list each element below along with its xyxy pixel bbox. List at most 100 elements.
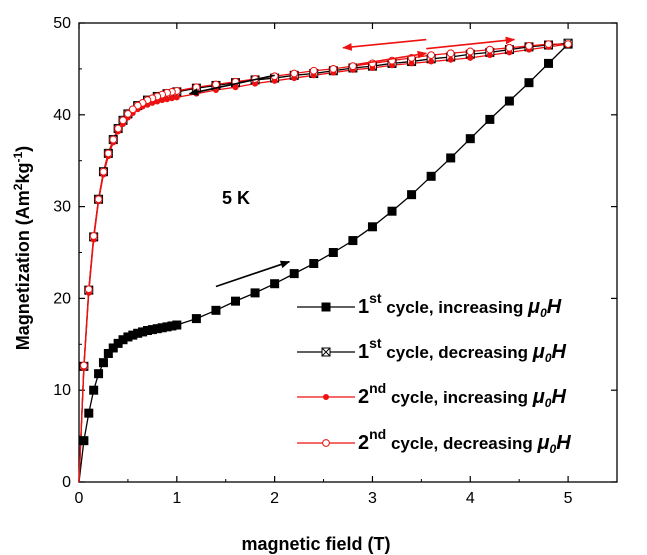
legend-marker-2 (321, 347, 331, 357)
series-1-point-11 (128, 330, 138, 340)
series-1-point-31 (387, 206, 397, 216)
x-tick-label-4: 4 (466, 490, 475, 507)
series-4-point-38 (84, 285, 93, 294)
series-1-point-16 (152, 324, 162, 334)
series-4-point-30 (124, 109, 132, 118)
legend-label-4: 2nd cycle, decreasing μ0H (358, 426, 571, 456)
series-1-point-33 (426, 171, 436, 181)
series-4-point-33 (109, 135, 118, 144)
series-1-point-17 (157, 323, 167, 333)
series-1-point-2 (84, 408, 94, 418)
series-1-point-14 (142, 326, 152, 336)
series-3-point-18 (164, 96, 171, 103)
series-1-point-15 (147, 325, 157, 335)
series-4-points (79, 40, 572, 370)
series-4-point-39 (79, 361, 88, 370)
legend-entry-1: 1st cycle, increasing μ0H (297, 290, 562, 320)
series-4-point-12 (329, 65, 338, 73)
series-4-point-13 (309, 66, 318, 75)
arrow-3 (342, 38, 427, 51)
series-4-point-31 (119, 116, 127, 125)
direction-arrows (188, 36, 516, 288)
series-1-point-6 (103, 348, 113, 358)
series-1-point-34 (446, 153, 456, 163)
series-2-points (79, 38, 573, 371)
arrow-1 (215, 260, 291, 288)
series-1-point-12 (133, 328, 143, 338)
series-4-point-14 (290, 69, 299, 78)
series-4-point-1 (544, 40, 553, 49)
series-4-point-0 (564, 40, 572, 49)
series-1-point-22 (211, 305, 221, 315)
y-tick-label-2: 20 (53, 290, 71, 307)
series-3-line (78, 43, 569, 483)
legend-marker-3 (323, 394, 329, 400)
x-tick-label-3: 3 (368, 490, 377, 507)
series-3-point-20 (173, 94, 180, 101)
x-axis-title: magnetic field (T) (241, 534, 390, 554)
series-4-point-11 (348, 62, 357, 71)
series-1-point-38 (524, 78, 534, 88)
series-3-points (80, 41, 572, 372)
x-ticks: 0 1 2 3 4 5 (75, 23, 573, 507)
y-tick-label-0: 0 (62, 474, 71, 491)
series-1-point-37 (504, 96, 514, 106)
series-4-point-19 (192, 83, 201, 92)
legend-entry-3: 2nd cycle, increasing μ0H (297, 380, 566, 410)
series-1-point-28 (328, 248, 338, 257)
series-1-point-39 (544, 58, 554, 68)
y-tick-label-4: 40 (53, 107, 71, 124)
y-tick-label-1: 10 (53, 382, 71, 399)
series-1-point-1 (79, 436, 89, 446)
series-4-point-6 (446, 49, 455, 58)
legend-marker-4 (322, 439, 330, 447)
arrow-4 (357, 50, 428, 66)
legend: 1st cycle, increasing μ0H 1st cycle, decr… (297, 290, 571, 456)
temperature-annotation: 5 K (222, 188, 250, 208)
series-4-point-5 (466, 47, 475, 56)
legend-entry-4: 2nd cycle, decreasing μ0H (297, 426, 571, 456)
series-1-point-27 (309, 259, 319, 269)
series-lines (78, 42, 569, 483)
arrow-2 (188, 74, 275, 96)
series-4-point-29 (128, 105, 137, 114)
series-1-point-5 (98, 358, 108, 368)
series-1-point-10 (123, 332, 133, 342)
legend-marker-1 (321, 302, 331, 312)
series-1-point-35 (465, 134, 475, 144)
series-1-point-8 (113, 338, 123, 348)
series-1-point-25 (270, 279, 280, 289)
series-3-point-23 (232, 84, 239, 91)
series-markers (79, 38, 573, 446)
series-1-line (78, 43, 569, 483)
series-1-point-19 (167, 321, 177, 331)
series-4-point-7 (427, 51, 436, 60)
series-1-point-9 (118, 335, 128, 345)
series-3-point-19 (168, 95, 175, 102)
arrow-5 (426, 36, 516, 50)
series-1-point-18 (162, 322, 172, 332)
series-1-point-30 (367, 222, 377, 232)
series-4-point-4 (485, 45, 494, 54)
series-2-line (78, 42, 569, 483)
x-tick-label-0: 0 (75, 490, 84, 507)
series-1-point-4 (94, 369, 104, 379)
y-ticks: 0 10 20 30 40 50 (53, 15, 617, 491)
series-1-point-36 (485, 114, 495, 124)
series-4-point-35 (99, 167, 108, 176)
x-tick-label-1: 1 (172, 490, 181, 507)
legend-label-1: 1st cycle, increasing μ0H (358, 290, 562, 320)
legend-label-2: 1st cycle, decreasing μ0H (358, 335, 567, 365)
series-4-point-3 (505, 43, 514, 52)
series-3-point-32 (408, 60, 415, 67)
series-4-point-34 (104, 149, 113, 158)
series-1-point-29 (348, 236, 358, 246)
y-tick-label-5: 50 (53, 15, 71, 32)
series-1-point-7 (108, 343, 118, 353)
series-4-point-36 (94, 195, 103, 204)
series-4-line (78, 43, 569, 483)
series-1-point-21 (191, 314, 201, 324)
x-tick-label-5: 5 (564, 490, 573, 507)
series-1-point-26 (289, 269, 299, 279)
